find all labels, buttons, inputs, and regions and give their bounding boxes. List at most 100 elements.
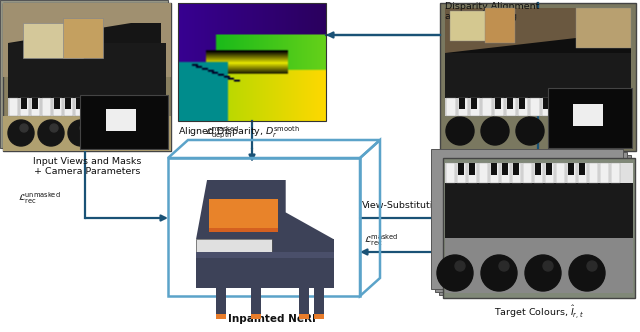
Bar [445,53,631,98]
Bar [251,288,261,318]
Bar [578,163,587,183]
Bar [75,98,84,116]
Bar [108,98,117,116]
Circle shape [80,124,88,132]
Bar [0,0,162,142]
Bar [0,0,165,145]
Bar [109,98,115,109]
Bar [314,288,324,318]
Bar [458,163,464,175]
Bar [506,98,516,116]
Bar [314,314,324,319]
Bar [555,98,561,109]
Text: Disparity Alignment
and Smoothing: Disparity Alignment and Smoothing [445,2,540,21]
Bar [76,98,82,109]
Circle shape [38,120,64,146]
Bar [548,88,632,148]
Circle shape [569,255,605,291]
Bar [23,23,83,58]
Bar [491,163,497,175]
Bar [8,98,166,116]
Bar [445,8,631,53]
Bar [141,98,150,116]
Circle shape [525,255,561,291]
Bar [458,98,468,116]
Bar [494,98,504,116]
Bar [152,98,161,116]
Bar [513,163,519,175]
Bar [196,239,272,252]
Bar [518,98,528,116]
Bar [446,163,455,183]
Bar [3,3,171,151]
Bar [130,98,139,116]
Bar [446,98,456,116]
Bar [106,109,136,131]
Bar [602,98,612,116]
Bar [251,314,261,319]
Bar [542,98,552,116]
Bar [519,98,525,109]
Bar [471,98,477,109]
Circle shape [8,120,34,146]
Bar [31,98,40,116]
Bar [209,200,278,232]
Circle shape [587,261,597,271]
Bar [512,163,521,183]
Bar [119,98,128,116]
Bar [54,98,60,109]
Bar [98,98,104,109]
Circle shape [128,120,154,146]
Bar [97,98,106,116]
Bar [482,98,492,116]
Circle shape [455,261,465,271]
Bar [470,98,480,116]
Text: $\mathcal{L}_{\rm depth}^{\rm masked}$: $\mathcal{L}_{\rm depth}^{\rm masked}$ [205,124,239,140]
Bar [216,288,226,318]
Bar [32,98,38,109]
Bar [196,252,334,258]
Circle shape [50,124,58,132]
Bar [65,98,71,109]
Polygon shape [445,38,631,53]
Bar [568,163,574,175]
Circle shape [68,120,94,146]
Bar [614,98,624,116]
Bar [567,163,576,183]
Circle shape [437,255,473,291]
Bar [600,163,609,183]
Circle shape [446,117,474,145]
Bar [534,163,543,183]
Text: $\mathcal{L}_{\rm rec}^{\rm masked}$: $\mathcal{L}_{\rm rec}^{\rm masked}$ [364,232,398,248]
Bar [502,163,508,175]
Bar [543,98,549,109]
Bar [611,163,620,183]
Bar [178,3,326,121]
Bar [469,163,475,175]
Bar [21,98,27,109]
Bar [8,43,166,98]
Bar [579,98,585,109]
Bar [459,98,465,109]
Circle shape [543,261,553,271]
Text: Inpainted Reference View
and Mask, $\mathit{I}_r$ and $\mathit{M}_r$: Inpainted Reference View and Mask, $\mat… [477,156,599,179]
Bar [485,8,515,43]
Polygon shape [8,23,161,43]
Bar [435,152,627,292]
Bar [573,104,603,126]
Text: View-Substitution: View-Substitution [362,201,445,209]
Bar [479,163,488,183]
Bar [216,314,226,319]
Polygon shape [196,180,334,239]
Bar [457,163,466,183]
Polygon shape [196,239,334,288]
Bar [556,163,565,183]
Bar [196,239,272,252]
Bar [445,183,633,238]
Text: Inpainted NeRF: Inpainted NeRF [228,314,319,324]
Bar [501,163,510,183]
Bar [64,98,73,116]
Bar [495,98,501,109]
Bar [507,98,513,109]
Bar [554,98,564,116]
